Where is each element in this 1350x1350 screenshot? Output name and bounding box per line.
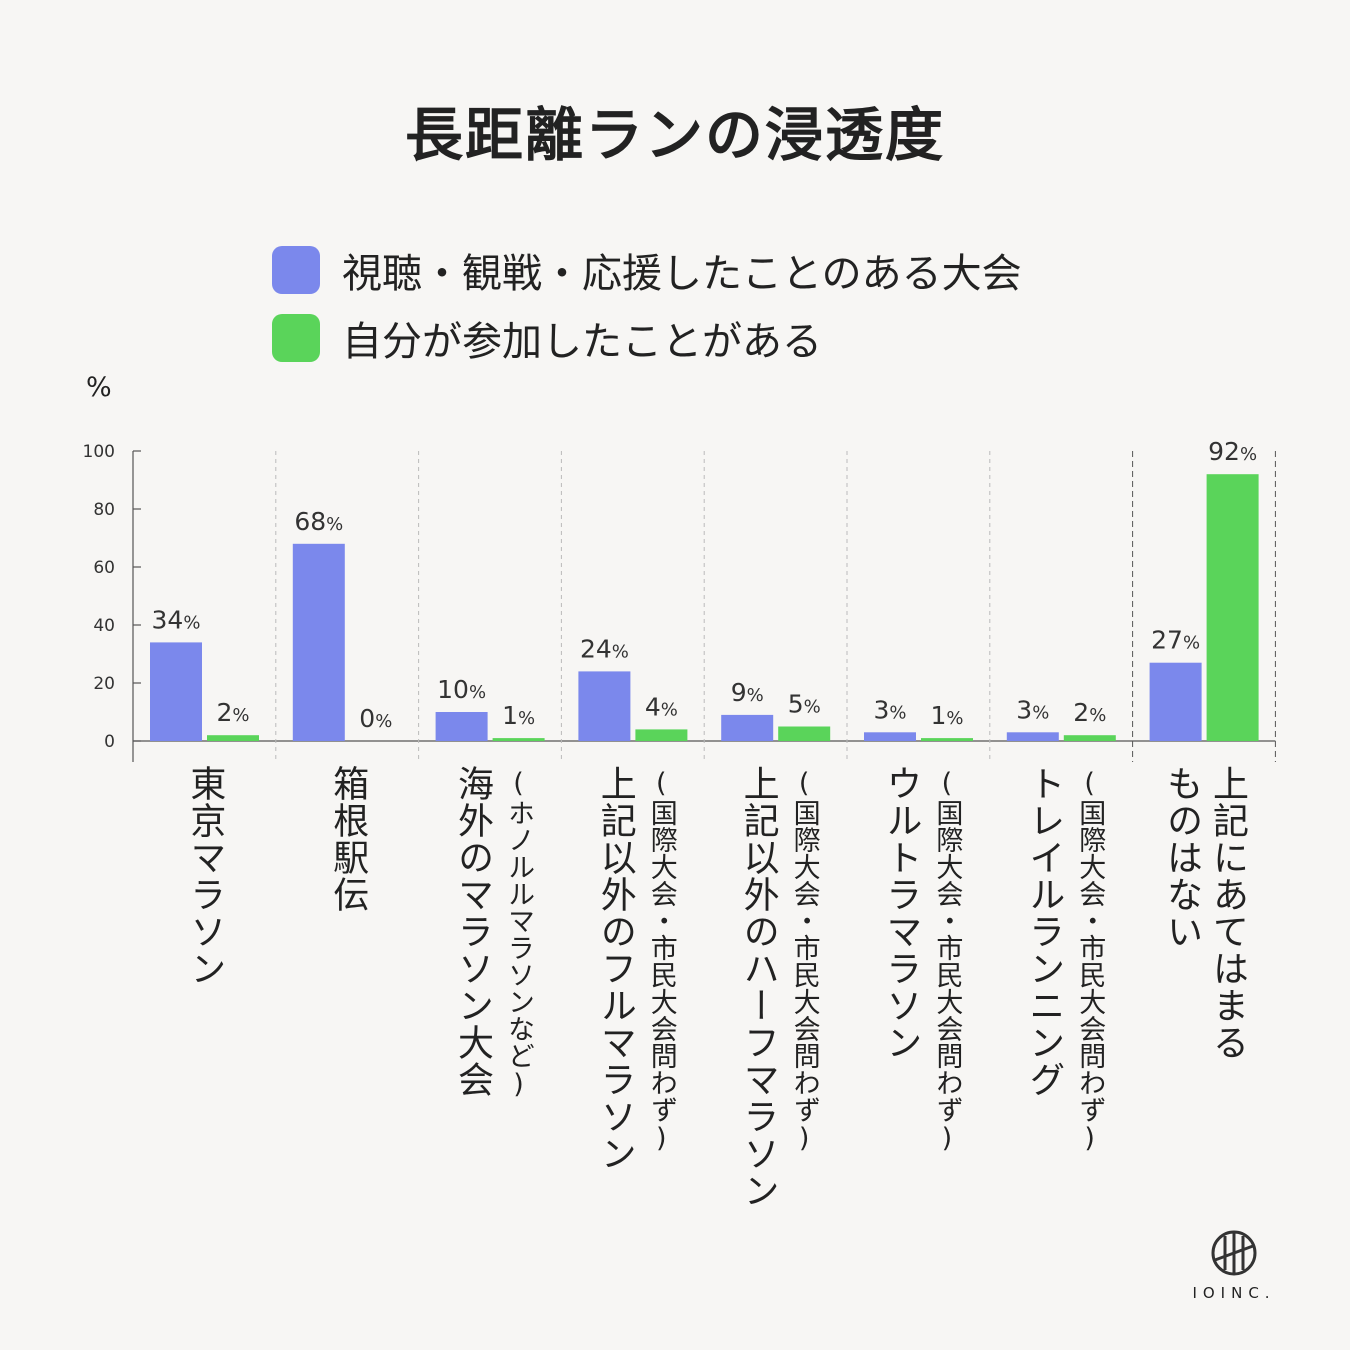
- data-label: 10%: [437, 675, 486, 704]
- data-label: 9%: [731, 678, 764, 707]
- data-label: 3%: [1016, 695, 1049, 724]
- bar-participated: [492, 738, 545, 741]
- legend-swatch-viewed: [272, 246, 320, 294]
- legend-swatch-participated: [272, 314, 320, 362]
- bar-participated: [635, 729, 688, 741]
- category-label: ウルトラマラソン: [880, 765, 922, 1061]
- bar-participated: [1063, 735, 1116, 741]
- category-sublabel: (国際大会・市民大会問わず): [788, 768, 820, 1154]
- y-tick-label: 20: [93, 674, 115, 694]
- data-label: 1%: [502, 701, 535, 730]
- data-label: 2%: [216, 698, 249, 727]
- bar-viewed: [435, 712, 488, 741]
- data-label: 68%: [294, 507, 343, 536]
- chart-title: 長距離ランの浸透度: [404, 101, 945, 169]
- bar-viewed: [578, 671, 631, 741]
- bar-participated: [778, 726, 831, 741]
- brand-logo-icon: [1211, 1230, 1257, 1276]
- data-label: 3%: [873, 695, 906, 724]
- data-label: 5%: [788, 690, 821, 719]
- bar-participated: [207, 735, 259, 741]
- brand-name: IOINC.: [1192, 1284, 1276, 1302]
- category-label: 上記以外のハーフマラソン: [737, 765, 779, 1209]
- category-label: 海外のマラソン大会: [452, 765, 493, 1098]
- y-tick-label: 60: [93, 558, 115, 578]
- bar-viewed: [150, 642, 202, 741]
- bar-participated: [1206, 474, 1259, 741]
- bar-viewed: [292, 543, 345, 741]
- data-label: 24%: [580, 634, 629, 663]
- y-tick-label: 80: [93, 500, 115, 520]
- bar-participated: [921, 738, 973, 741]
- y-tick-label: 40: [93, 616, 115, 636]
- category-label: 東京マラソン: [184, 765, 226, 987]
- legend: 視聴・観戦・応援したことのある大会 自分が参加したことがある: [272, 236, 1022, 372]
- brand-logo: IOINC.: [1188, 1230, 1280, 1302]
- data-label: 1%: [930, 701, 963, 730]
- bar-viewed: [864, 732, 916, 741]
- data-label: 4%: [645, 692, 678, 721]
- y-tick-label: 100: [83, 442, 115, 462]
- category-sublabel: (国際大会・市民大会問わず): [1074, 768, 1106, 1154]
- data-label: 27%: [1151, 626, 1200, 655]
- bar-viewed: [721, 714, 774, 741]
- category-label: 上記にあてはまる ものはない: [1161, 765, 1248, 1061]
- data-label: 2%: [1073, 698, 1106, 727]
- data-label: 34%: [152, 605, 201, 634]
- category-sublabel: (国際大会・市民大会問わず): [931, 768, 963, 1154]
- category-label: 箱根駅伝: [327, 765, 369, 913]
- legend-label-viewed: 視聴・観戦・応援したことのある大会: [342, 251, 1022, 297]
- y-tick-label: 0: [104, 732, 115, 752]
- category-label: トレイルランニング: [1023, 765, 1065, 1098]
- data-label: 92%: [1208, 437, 1257, 466]
- bar-viewed: [1149, 662, 1202, 741]
- legend-label-participated: 自分が参加したことがある: [342, 319, 822, 365]
- legend-item-participated: 自分が参加したことがある: [272, 304, 1022, 372]
- category-sublabel: (国際大会・市民大会問わず): [645, 768, 677, 1154]
- category-sublabel: (ホノルルマラソンなど): [503, 768, 534, 1100]
- legend-item-viewed: 視聴・観戦・応援したことのある大会: [272, 236, 1022, 304]
- bar-viewed: [1006, 732, 1059, 741]
- y-axis-unit: %: [86, 372, 112, 403]
- category-label: 上記以外のフルマラソン: [594, 765, 636, 1172]
- data-label: 0%: [359, 704, 392, 733]
